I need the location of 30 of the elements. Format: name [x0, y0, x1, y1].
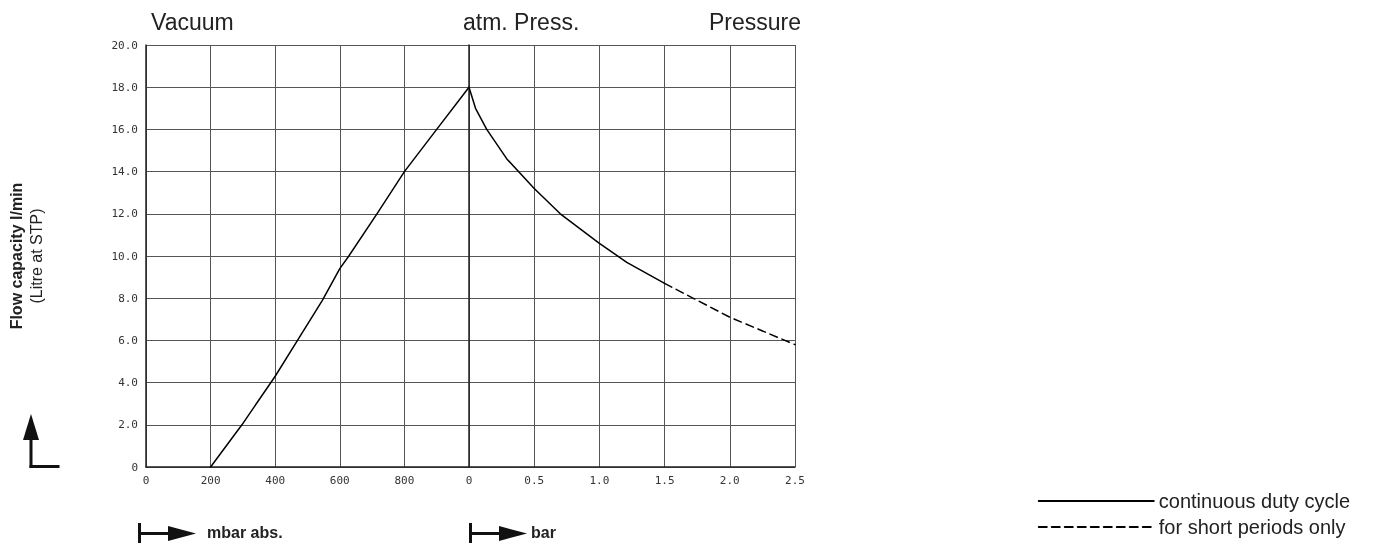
x-tick-label: 400 [265, 474, 286, 487]
y-tick-label: 20.0 [111, 38, 138, 52]
y-tick-label: 18.0 [111, 80, 138, 94]
x-tick-label: 600 [329, 474, 350, 487]
x-tick-label: 2.5 [785, 474, 805, 487]
y-tick-label: 10.0 [111, 249, 138, 263]
y-tick-label: 0 [131, 460, 138, 474]
y-tick-label: 2.0 [118, 418, 138, 432]
x-tick-label: 1.0 [589, 474, 610, 487]
text: atm. Press. [463, 8, 580, 35]
x-tick-label: 1.5 [654, 474, 675, 487]
text: continuous duty cycle [1158, 490, 1351, 512]
text: bar [531, 523, 556, 541]
x-tick-label: 800 [394, 474, 415, 487]
text: mbar abs. [207, 523, 283, 541]
text: Pressure [708, 8, 802, 35]
y-tick-label: 12.0 [111, 207, 138, 221]
y-tick-label: 6.0 [118, 333, 138, 347]
y-tick-label: 16.0 [111, 122, 138, 136]
y-tick-label: 14.0 [111, 165, 138, 179]
x-tick-label: 200 [200, 474, 221, 487]
y-tick-label: 8.0 [118, 291, 138, 305]
x-tick-label: 0 [465, 474, 473, 487]
text: for short periods only [1158, 516, 1346, 538]
text: Vacuum [151, 8, 234, 35]
x-tick-label: 0 [142, 474, 150, 487]
y-tick-label: 4.0 [118, 376, 138, 390]
y-axis-title: Flow capacity l/min (Litre at STP) [7, 182, 45, 330]
x-tick-label: 0.5 [524, 474, 545, 487]
x-tick-label: 2.0 [719, 474, 740, 487]
